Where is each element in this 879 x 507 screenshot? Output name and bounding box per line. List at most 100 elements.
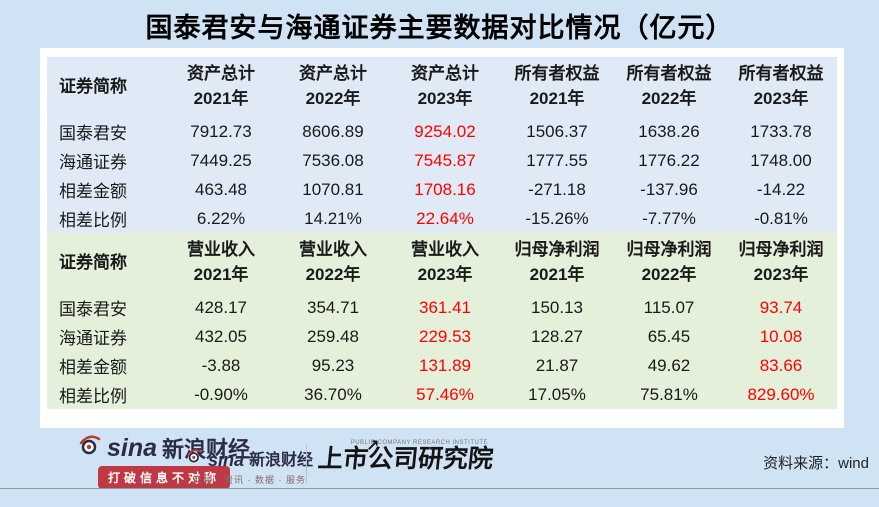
- row-label: 相差比例: [59, 211, 127, 230]
- table-cell: 115.07: [643, 297, 695, 317]
- table-row: 相差金额 463.48 1070.81 1708.16 -271.18 -137.96 -1…: [47, 175, 837, 204]
- row-label: 相差比例: [59, 387, 127, 406]
- table-row: 相差比例 6.22% 14.21% 22.64% -15.26% -7.77% -0.81%: [47, 204, 837, 233]
- column-header: 营业收入 2021年: [187, 240, 255, 284]
- table-cell: 131.89: [419, 355, 471, 375]
- sina-eye-icon: [78, 434, 102, 461]
- sina-finance-logo-primary: sina 新浪财经 打破信息不对称: [78, 434, 250, 489]
- table-cell: 259.48: [307, 326, 359, 346]
- table-header-row: 证券简称 营业收入 2021年 营业收入 2022年 营业收入 2023年 归母净利润 2021…: [47, 233, 837, 293]
- table-cell: 7912.73: [190, 121, 252, 141]
- table-cell: 75.81%: [640, 384, 698, 404]
- table-cell: 6.22%: [196, 208, 246, 228]
- sina-brand-cn-text: 新浪财经: [162, 437, 251, 462]
- row-header-label: 证券简称: [59, 76, 127, 96]
- page-title: 国泰君安与海通证券主要数据对比情况（亿元）: [145, 13, 734, 43]
- table-cell: 150.13: [531, 297, 583, 317]
- column-header: 资产总计 2023年: [411, 64, 479, 108]
- footer: sina 新浪财经 打破信息不对称 sina 新浪财经 交易 · 资讯 · 数据…: [0, 432, 879, 489]
- table-cell: -15.26%: [525, 208, 589, 228]
- table-cell: 21.87: [535, 355, 579, 375]
- table-cell: 49.62: [647, 355, 691, 375]
- column-header: 归母净利润 2023年: [738, 240, 824, 284]
- column-header: 营业收入 2023年: [411, 240, 479, 284]
- table-cell: -7.77%: [642, 208, 696, 228]
- table-cell: 1708.16: [414, 179, 476, 199]
- table-cell: 428.17: [195, 297, 247, 317]
- table-cell: -271.18: [528, 179, 586, 199]
- table-cell: 1733.78: [750, 121, 812, 141]
- table-cell: 17.05%: [528, 384, 586, 404]
- table-cell: 829.60%: [747, 384, 815, 404]
- institute-logo: PUBLIC COMPANY RESEARCH INSTITUTE 上市公司研究…: [316, 438, 495, 474]
- sina-finance-logo-secondary: sina 新浪财经 交易 · 资讯 · 数据 · 服务: [186, 448, 313, 486]
- column-header: 资产总计 2021年: [187, 64, 255, 108]
- comparison-table-card: 证券简称 资产总计 2021年 资产总计 2022年 资产总计 2023年 所有者权益 2021…: [40, 48, 844, 428]
- table-row: 海通证券 432.05 259.48 229.53 128.27 65.45 10.08: [47, 322, 837, 351]
- column-header: 资产总计 2022年: [299, 64, 367, 108]
- table-cell: 1748.00: [750, 150, 812, 170]
- table-cell: 1776.22: [638, 150, 700, 170]
- table-row: 国泰君安 428.17 354.71 361.41 150.13 115.07 93.74: [47, 293, 837, 322]
- institute-arrow-icon: ↗: [366, 438, 380, 455]
- table-cell: 1638.26: [638, 121, 700, 141]
- column-header: 归母净利润 2022年: [626, 240, 712, 284]
- table-cell: 432.05: [195, 326, 247, 346]
- sina-tagline: 交易 · 资讯 · 数据 · 服务: [193, 475, 307, 485]
- table-row: 国泰君安 7912.73 8606.89 9254.02 1506.37 1638.26 1…: [47, 117, 837, 146]
- table-section-assets-equity: 证券简称 资产总计 2021年 资产总计 2022年 资产总计 2023年 所有者权益 2021…: [47, 57, 837, 233]
- table-cell: 8606.89: [302, 121, 364, 141]
- table-section-revenue-profit: 证券简称 营业收入 2021年 营业收入 2022年 营业收入 2023年 归母净利润 2021…: [47, 233, 837, 409]
- table-cell: 36.70%: [304, 384, 362, 404]
- table-cell: 354.71: [307, 297, 359, 317]
- column-header: 营业收入 2022年: [299, 240, 367, 284]
- data-source-note: 资料来源：wind: [763, 455, 869, 472]
- table-cell: 9254.02: [414, 121, 476, 141]
- table-cell: 10.08: [759, 326, 803, 346]
- table-cell: 1070.81: [302, 179, 364, 199]
- sina-slogan-banner: 打破信息不对称: [98, 466, 231, 489]
- institute-name-cn: 上市公司研究院: [316, 445, 495, 473]
- row-label: 海通证券: [59, 153, 127, 172]
- table-cell: 361.41: [419, 297, 471, 317]
- table-cell: 93.74: [759, 297, 803, 317]
- table-cell: 7449.25: [190, 150, 252, 170]
- footer-vertical-divider: [306, 444, 307, 484]
- table-cell: 128.27: [531, 326, 583, 346]
- row-label: 相差金额: [59, 358, 127, 377]
- table-cell: 1777.55: [526, 150, 588, 170]
- row-header-label: 证券简称: [59, 252, 127, 272]
- column-header: 所有者权益 2023年: [738, 64, 824, 108]
- table-cell: 22.64%: [416, 208, 474, 228]
- table-cell: 83.66: [759, 355, 803, 375]
- table-cell: 463.48: [195, 179, 247, 199]
- row-label: 国泰君安: [59, 124, 127, 143]
- table-cell: 95.23: [311, 355, 355, 375]
- sina-eye-icon-small: [186, 448, 203, 469]
- table-cell: -0.90%: [194, 384, 248, 404]
- table-header-row: 证券简称 资产总计 2021年 资产总计 2022年 资产总计 2023年 所有者权益 2021…: [47, 57, 837, 117]
- row-label: 海通证券: [59, 329, 127, 348]
- table-row: 海通证券 7449.25 7536.08 7545.87 1777.55 1776.22 1…: [47, 146, 837, 175]
- table-cell: 57.46%: [416, 384, 474, 404]
- column-header: 归母净利润 2021年: [514, 240, 600, 284]
- column-header: 所有者权益 2022年: [626, 64, 712, 108]
- table-cell: 65.45: [647, 326, 691, 346]
- sina-brand-text-small: sina: [208, 450, 245, 470]
- table-cell: 7536.08: [302, 150, 364, 170]
- column-header: 所有者权益 2021年: [514, 64, 600, 108]
- institute-name-en: PUBLIC COMPANY RESEARCH INSTITUTE: [350, 440, 488, 446]
- table-cell: -3.88: [201, 355, 241, 375]
- table-cell: 1506.37: [526, 121, 588, 141]
- table-cell: -0.81%: [754, 208, 808, 228]
- table-row: 相差金额 -3.88 95.23 131.89 21.87 49.62 83.66: [47, 351, 837, 380]
- sina-brand-text: sina: [107, 434, 158, 462]
- sina-brand-cn-text-small: 新浪财经: [249, 452, 314, 469]
- bottom-divider-line: [0, 488, 879, 489]
- row-label: 国泰君安: [59, 300, 127, 319]
- table-cell: 229.53: [419, 326, 471, 346]
- table-cell: 14.21%: [304, 208, 362, 228]
- table-cell: -14.22: [756, 179, 806, 199]
- comparison-table: 证券简称 资产总计 2021年 资产总计 2022年 资产总计 2023年 所有者权益 2021…: [47, 57, 837, 409]
- table-cell: -137.96: [640, 179, 698, 199]
